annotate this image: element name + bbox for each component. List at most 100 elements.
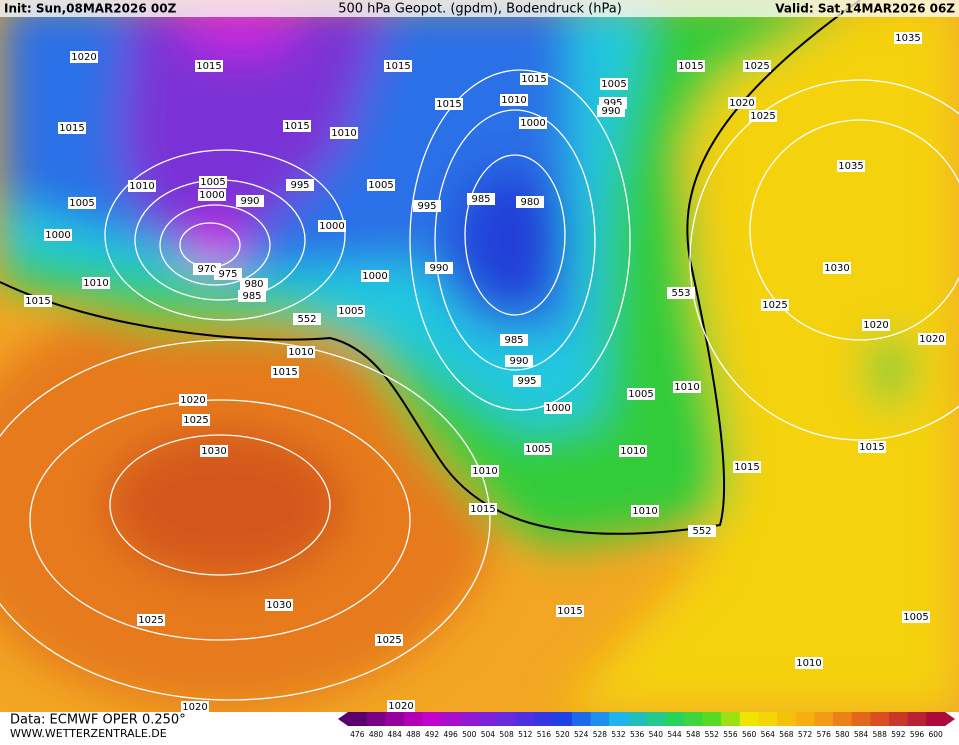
colorbar-cell xyxy=(385,712,405,726)
isobar-label: 1020 xyxy=(729,98,754,109)
label-bg xyxy=(918,333,946,345)
colorbar: 476 480 484 488 492 496 500 504 508 512 516 520 524 5… xyxy=(338,712,955,739)
colorbar-cell xyxy=(609,712,629,726)
colorbar-arrow xyxy=(945,712,955,726)
colorbar-tick-label: 552 xyxy=(705,730,720,739)
valid-time: Valid: Sat,14MAR2026 06Z xyxy=(775,2,955,16)
colorbar-tick-label: 508 xyxy=(499,730,514,739)
label-bg xyxy=(597,105,625,117)
label-bg xyxy=(128,180,156,192)
colorbar-cell xyxy=(758,712,778,726)
colorbar-tick-label: 528 xyxy=(593,730,608,739)
label-bg xyxy=(70,51,98,63)
colorbar-cell xyxy=(683,712,703,726)
label-bg xyxy=(667,287,695,299)
label-bg xyxy=(619,445,647,457)
isobar-label: 1030 xyxy=(201,446,226,457)
isobar-label: 1010 xyxy=(472,466,497,477)
isobar-label: 990 xyxy=(509,356,528,367)
isobar-label: 552 xyxy=(692,526,711,537)
isobar-label: 1010 xyxy=(501,95,526,106)
label-bg xyxy=(199,176,227,188)
header-bg xyxy=(0,0,959,17)
isobar-label: 1020 xyxy=(863,320,888,331)
isobar-label: 1005 xyxy=(69,198,94,209)
colorbar-tick-label: 548 xyxy=(686,730,701,739)
isobar-label: 553 xyxy=(671,288,690,299)
colorbar-arrow xyxy=(338,712,348,726)
label-bg xyxy=(858,441,886,453)
label-bg xyxy=(556,605,584,617)
label-bg xyxy=(837,160,865,172)
isobar-label: 1020 xyxy=(180,395,205,406)
isobar-label: 1015 xyxy=(272,367,297,378)
isobar-label: 1010 xyxy=(796,658,821,669)
isobar-label: 1025 xyxy=(750,111,775,122)
isobar-label: 970 xyxy=(197,264,216,275)
colorbar-tick-label: 496 xyxy=(443,730,458,739)
isobar-label: 1005 xyxy=(903,612,928,623)
colorbar-cell xyxy=(739,712,759,726)
colorbar-cell xyxy=(515,712,536,726)
label-bg xyxy=(287,346,315,358)
label-bg xyxy=(137,614,165,626)
label-bg xyxy=(238,290,266,302)
label-bg xyxy=(318,220,346,232)
colorbar-cell xyxy=(534,712,554,726)
colorbar-tick-label: 504 xyxy=(481,730,496,739)
isobar-label: 995 xyxy=(603,98,622,109)
label-bg xyxy=(902,611,930,623)
label-bg xyxy=(513,375,541,387)
isobar-label: 995 xyxy=(517,376,536,387)
colorbar-tick-label: 476 xyxy=(350,730,365,739)
label-bg xyxy=(200,445,228,457)
isobar-label: 1015 xyxy=(385,61,410,72)
isobar-label: 1000 xyxy=(199,190,224,201)
colorbar-tick-label: 488 xyxy=(406,730,421,739)
label-bg xyxy=(743,60,771,72)
label-bg xyxy=(240,278,268,290)
label-bg xyxy=(862,319,890,331)
isobar-label: 1035 xyxy=(895,33,920,44)
isobar-label: 1020 xyxy=(919,334,944,345)
label-bg xyxy=(82,277,110,289)
isobar-label: 975 xyxy=(218,269,237,280)
isobar-label: 1030 xyxy=(824,263,849,274)
colorbar-tick-label: 512 xyxy=(518,730,533,739)
isobar-label: 1020 xyxy=(71,52,96,63)
isobar-label: 980 xyxy=(520,197,539,208)
label-bg xyxy=(505,355,533,367)
isobar-label: 552 xyxy=(297,314,316,325)
label-bg xyxy=(58,122,86,134)
isobar-label: 1000 xyxy=(545,403,570,414)
label-bg xyxy=(265,599,293,611)
label-bg xyxy=(631,505,659,517)
isobar-label: 1005 xyxy=(368,180,393,191)
colorbar-cell xyxy=(814,712,834,726)
colorbar-tick-label: 516 xyxy=(537,730,552,739)
colorbar-cell xyxy=(702,712,722,726)
isobar-label: 1010 xyxy=(674,382,699,393)
label-bg xyxy=(286,179,314,191)
colorbar-tick-label: 576 xyxy=(817,730,832,739)
isobar-label: 1015 xyxy=(59,123,84,134)
isobar-label: 1025 xyxy=(744,61,769,72)
isobar-label: 1005 xyxy=(338,306,363,317)
colorbar-tick-label: 560 xyxy=(742,730,757,739)
label-bg xyxy=(500,94,528,106)
label-bg xyxy=(673,381,701,393)
isobar-label: 990 xyxy=(429,263,448,274)
label-bg xyxy=(469,503,497,515)
contour-552 xyxy=(0,0,861,535)
isobar-label: 985 xyxy=(242,291,261,302)
isobar-label: 1025 xyxy=(376,635,401,646)
isobar-label: 1010 xyxy=(632,506,657,517)
colorbar-tick-label: 564 xyxy=(761,730,776,739)
label-bg xyxy=(68,197,96,209)
isobar-label: 995 xyxy=(417,201,436,212)
colorbar-cell xyxy=(441,712,461,726)
colorbar-cell xyxy=(553,712,573,726)
colorbar-cell xyxy=(833,712,853,726)
colorbar-tick-label: 572 xyxy=(798,730,813,739)
